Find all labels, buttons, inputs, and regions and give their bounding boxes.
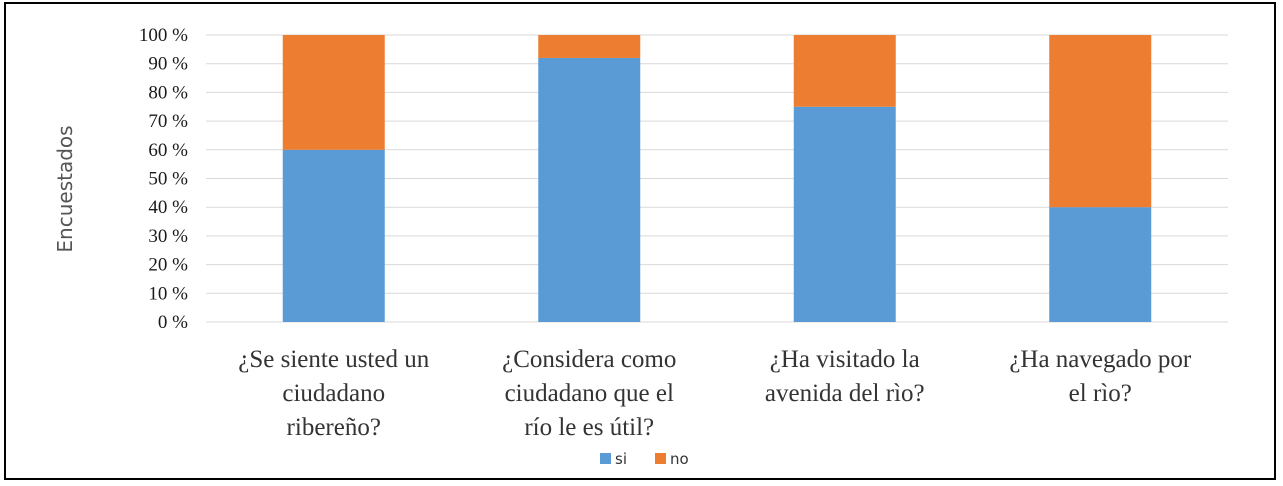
category-label-line: río le es útil? — [524, 414, 654, 441]
bars — [282, 35, 1152, 323]
y-axis-title: Encuestados — [53, 125, 77, 252]
category-label: ¿Considera como ciudadano que el río le es… — [502, 346, 676, 441]
bar-no — [282, 35, 385, 150]
category-label-line: ¿Considera como — [502, 346, 676, 373]
legend: si no — [600, 450, 689, 468]
category-label-line: ¿Ha navegado por — [1009, 346, 1192, 373]
bar-no — [538, 35, 641, 58]
y-tick-label: 100 % — [139, 25, 188, 46]
bar-no — [793, 35, 896, 107]
y-tick-label: 80 % — [148, 82, 188, 103]
bar-si — [538, 57, 641, 323]
y-tick-label: 40 % — [148, 197, 188, 218]
category-label-line: avenida del rìo? — [765, 380, 925, 407]
y-tick-label: 20 % — [148, 255, 188, 276]
legend-swatch-si — [600, 453, 611, 464]
legend-label-si: si — [615, 450, 627, 468]
legend-label-no: no — [670, 450, 689, 468]
bar-no — [1049, 35, 1152, 208]
category-label-line: ¿Se siente usted un — [238, 346, 429, 373]
bar-si — [282, 149, 385, 322]
category-label: ¿Ha visitado la avenida del rìo? — [765, 346, 925, 407]
y-tick-label: 70 % — [148, 111, 188, 132]
bar-si — [1049, 207, 1152, 322]
category-label-line: ciudadano — [282, 380, 385, 407]
category-label-line: ciudadano que el — [505, 380, 674, 407]
category-label-line: ¿Ha visitado la — [770, 346, 920, 373]
y-tick-label: 0 % — [158, 312, 188, 333]
category-label: ¿Se siente usted un ciudadano ribereño? — [238, 346, 429, 441]
category-label-line: el rìo? — [1069, 380, 1132, 407]
y-tick-label: 30 % — [148, 226, 188, 247]
bar-si — [793, 106, 896, 322]
category-labels: ¿Se siente usted un ciudadano ribereño? ¿Co… — [238, 346, 1192, 441]
y-tick-label: 10 % — [148, 283, 188, 304]
legend-swatch-no — [655, 453, 666, 464]
y-tick-labels: 0 % 10 % 20 % 30 % 40 % 50 % 60 % 70 % 80 % 90 % 1… — [139, 25, 188, 333]
category-label: ¿Ha navegado por el rìo? — [1009, 346, 1192, 407]
y-tick-label: 90 % — [148, 54, 188, 75]
y-tick-label: 60 % — [148, 140, 188, 161]
category-label-line: ribereño? — [287, 414, 381, 441]
y-tick-label: 50 % — [148, 169, 188, 190]
